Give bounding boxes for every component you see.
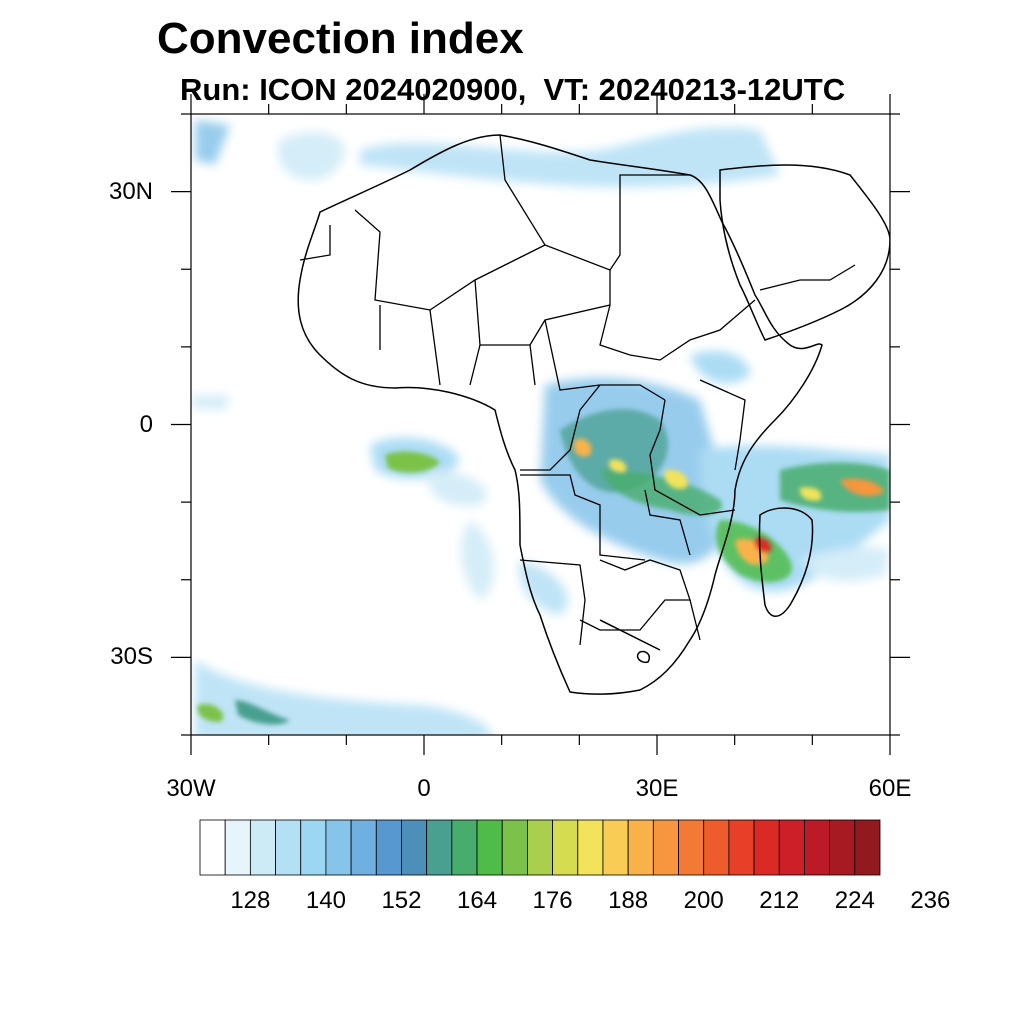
colorbar-box bbox=[375, 819, 402, 876]
colorbar-box bbox=[501, 819, 528, 876]
colorbar-label: 164 bbox=[457, 887, 498, 914]
colorbar-box bbox=[602, 819, 629, 876]
colorbar-label: 212 bbox=[759, 887, 800, 914]
colorbar-box bbox=[778, 819, 805, 876]
lon-tick-label-30w: 30W bbox=[166, 775, 216, 802]
colorbar-box bbox=[249, 819, 276, 876]
lon-tick-label-60e: 60E bbox=[868, 775, 912, 802]
colorbar-box bbox=[753, 819, 780, 876]
colorbar-box bbox=[552, 819, 579, 876]
colorbar-label: 188 bbox=[608, 887, 649, 914]
map-subtitle: Run: ICON 2024020900, VT: 20240213-12UTC bbox=[180, 72, 846, 107]
lon-tick-label-0: 0 bbox=[417, 775, 431, 802]
colorbar-box bbox=[678, 819, 705, 876]
colorbar-box bbox=[401, 819, 428, 876]
coastlines bbox=[297, 134, 890, 695]
colorbar-box bbox=[804, 819, 831, 876]
colorbar-label: 200 bbox=[683, 887, 724, 914]
lat-tick-label-30n: 30N bbox=[108, 177, 153, 205]
colorbar-box bbox=[703, 819, 730, 876]
colorbar-label: 176 bbox=[532, 887, 573, 914]
colorbar-box bbox=[527, 819, 553, 876]
colorbar-box bbox=[829, 819, 856, 876]
axis-ticks bbox=[171, 94, 910, 755]
convection-field bbox=[192, 120, 890, 735]
colorbar-box bbox=[426, 819, 453, 876]
colorbar-box bbox=[224, 819, 251, 876]
colorbar-box bbox=[199, 819, 226, 876]
lon-tick-label-30e: 30E bbox=[635, 775, 679, 802]
colorbar-box bbox=[627, 819, 654, 876]
colorbar-label: 128 bbox=[230, 887, 271, 914]
colorbar-label: 140 bbox=[305, 887, 346, 914]
colorbar-box bbox=[350, 819, 377, 876]
colorbar-box bbox=[476, 819, 503, 876]
colorbar-label: 224 bbox=[834, 887, 875, 914]
colorbar-box bbox=[854, 819, 881, 876]
colorbar-box bbox=[728, 819, 755, 876]
colorbar-box bbox=[577, 819, 604, 876]
colorbar-label: 152 bbox=[381, 887, 422, 914]
lat-tick-label-equator: 0 bbox=[139, 410, 153, 438]
map-title: Convection index bbox=[157, 14, 524, 63]
colorbar-label: 236 bbox=[910, 887, 951, 914]
colorbar-box bbox=[275, 819, 302, 876]
colorbar bbox=[199, 819, 881, 876]
colorbar-box bbox=[300, 819, 327, 876]
lat-tick-label-30s: 30S bbox=[110, 643, 153, 671]
colorbar-box bbox=[325, 819, 352, 876]
colorbar-box bbox=[652, 819, 679, 876]
country-borders bbox=[299, 134, 856, 646]
colorbar-box bbox=[451, 819, 478, 876]
plot-frame bbox=[190, 113, 891, 736]
